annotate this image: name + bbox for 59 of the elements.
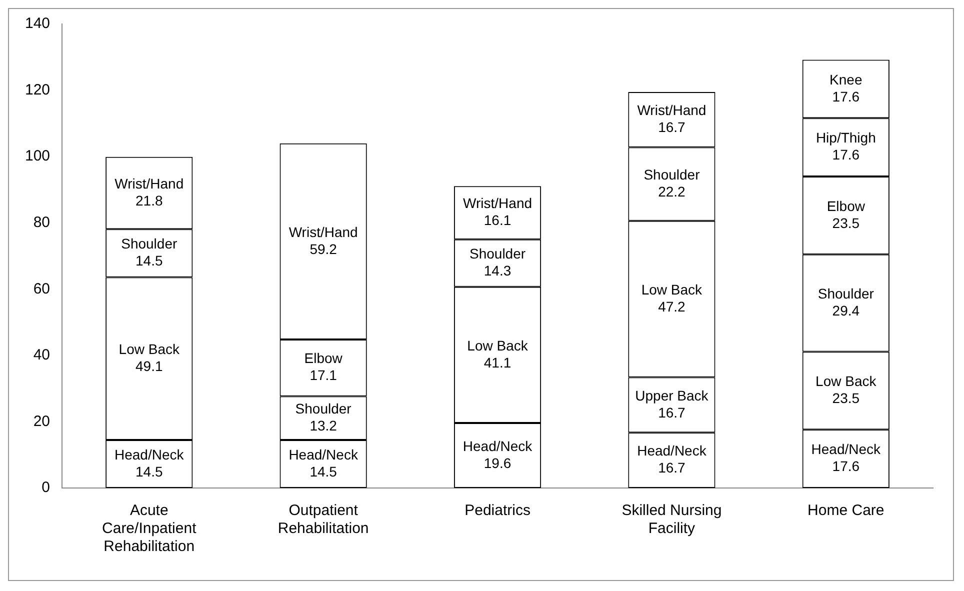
data-label: 17.1 — [310, 367, 338, 384]
data-label: 17.6 — [832, 88, 860, 104]
data-label: 29.4 — [832, 302, 860, 318]
data-label: 22.2 — [658, 183, 686, 200]
text: Shoulder — [469, 245, 526, 262]
data-label: 17.6 — [832, 458, 860, 474]
y-tick-label: 20 — [33, 412, 50, 430]
data-label: 13.2 — [310, 417, 338, 434]
text: Elbow — [826, 198, 865, 214]
data-label: 16.7 — [658, 404, 686, 420]
text: Wrist/Hand — [288, 224, 358, 240]
data-label: 16.7 — [658, 460, 686, 476]
text: Head/Neck — [811, 441, 881, 458]
data-label: 16.1 — [484, 212, 512, 228]
x-tick-label: Outpatient Rehabilitation — [278, 502, 369, 538]
series-label: Upper Back — [635, 387, 710, 404]
data-label: 47.2 — [658, 298, 686, 314]
y-tick-label: 120 — [24, 81, 50, 98]
data-label: 23.5 — [832, 214, 860, 231]
text: Low Back — [641, 281, 702, 298]
text: Head/Neck — [462, 438, 532, 454]
series-label: Low Back — [467, 337, 529, 354]
series-label: Hip/Thigh — [816, 130, 876, 146]
data-label: 49.1 — [136, 358, 163, 374]
data-label: 59.2 — [310, 240, 338, 257]
x-tick-label: Home Care — [808, 502, 884, 520]
text: Shoulder — [818, 285, 874, 302]
text: Shoulder — [121, 236, 178, 252]
text: Low Back — [816, 373, 876, 390]
data-label: 19.6 — [484, 454, 512, 471]
series-label: Elbow — [304, 350, 344, 366]
text: Head/Neck — [288, 446, 358, 462]
data-label: 14.5 — [136, 463, 163, 480]
text: Wrist/Hand — [114, 175, 184, 192]
text: Head/Neck — [637, 442, 706, 459]
series-label: Shoulder — [295, 400, 352, 416]
series-label: Head/Neck — [114, 446, 185, 462]
text: Low Back — [118, 340, 180, 357]
series-label: Knee — [830, 71, 862, 88]
series-label: Wrist/Hand — [463, 195, 532, 212]
y-tick-label: 80 — [33, 214, 50, 231]
y-tick-label: 0 — [42, 479, 50, 496]
data-label: 41.1 — [484, 354, 512, 370]
data-label: 16.7 — [658, 118, 686, 135]
y-tick-label: 140 — [24, 15, 50, 32]
data-label: 14.5 — [136, 252, 163, 269]
data-label: 14.3 — [484, 262, 512, 278]
data-label: 21.8 — [136, 192, 163, 208]
y-tick-label: 40 — [33, 346, 50, 364]
x-tick-label: Pediatrics — [464, 502, 530, 520]
y-tick-label: 60 — [33, 280, 50, 298]
text: Wrist/Hand — [637, 102, 706, 118]
data-label: 14.5 — [310, 463, 338, 480]
data-label: 23.5 — [832, 390, 860, 406]
x-tick-label: Skilled Nursing Facility — [622, 502, 722, 538]
x-tick-label: Acute Care/Inpatient Rehabilitation — [102, 502, 198, 556]
text: Shoulder — [644, 166, 700, 182]
data-label: 17.6 — [832, 146, 860, 163]
y-tick-label: 100 — [24, 148, 50, 165]
